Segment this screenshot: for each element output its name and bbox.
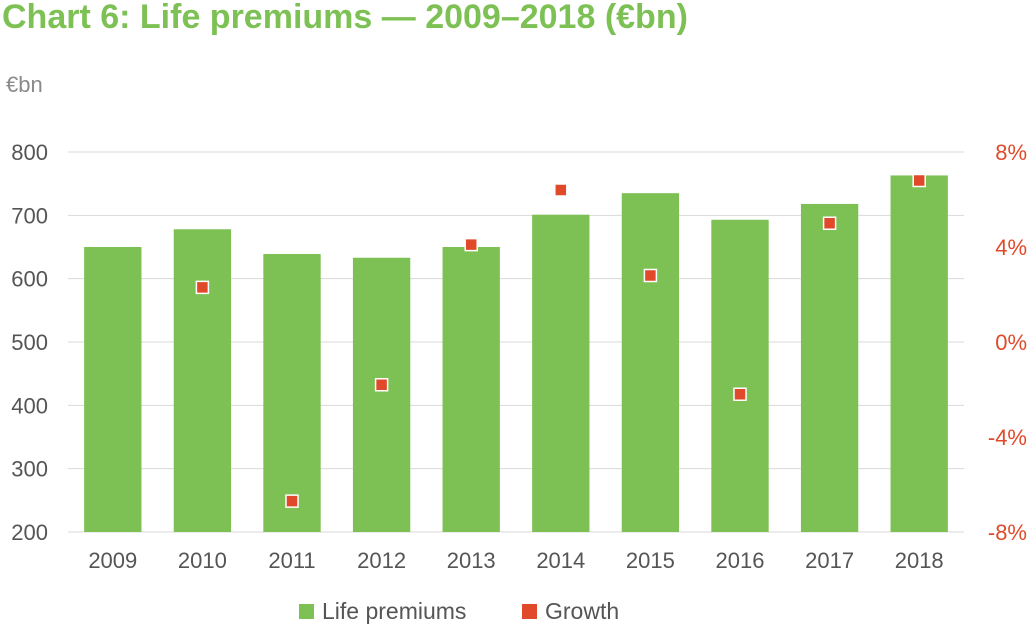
x-tick-label: 2015	[626, 548, 675, 573]
y-tick-label: 700	[11, 203, 48, 228]
y2-tick-label: -4%	[988, 425, 1027, 450]
bar	[890, 175, 948, 532]
bar	[84, 247, 142, 532]
growth-marker	[195, 280, 210, 295]
x-tick-label: 2018	[895, 548, 944, 573]
legend-item-life-premiums: Life premiums	[299, 598, 466, 625]
left-axis-ticks: 200 300 400 500 600 700 800	[11, 140, 48, 545]
bar	[263, 253, 321, 532]
y2-tick-label: -8%	[988, 520, 1027, 545]
legend-item-growth: Growth	[522, 598, 619, 625]
legend: Life premiums Growth	[0, 598, 1029, 634]
bar	[352, 257, 411, 532]
bar	[532, 214, 590, 532]
y-tick-label: 800	[11, 140, 48, 165]
y-tick-label: 200	[11, 520, 48, 545]
x-tick-label: 2016	[716, 548, 765, 573]
x-tick-label: 2012	[357, 548, 406, 573]
growth-marker	[733, 387, 747, 401]
legend-swatch-life-premiums	[299, 604, 314, 619]
x-axis-ticks: 2009 2010 2011 2012 2013 2014 2015 2016 2017 2018	[88, 548, 943, 573]
legend-label-life-premiums: Life premiums	[322, 598, 467, 624]
legend-swatch-growth	[522, 604, 537, 619]
x-tick-label: 2017	[805, 548, 854, 573]
legend-label-growth: Growth	[545, 598, 620, 624]
right-axis-ticks: -8% -4% 0% 4% 8%	[988, 140, 1027, 545]
y-tick-label: 300	[11, 457, 48, 482]
bar	[442, 247, 500, 532]
bar	[711, 219, 769, 532]
x-tick-label: 2013	[447, 548, 496, 573]
bar-series	[84, 175, 948, 532]
chart-title: Chart 6: Life premiums — 2009–2018 (€bn)	[2, 0, 688, 36]
y2-tick-label: 4%	[995, 235, 1027, 260]
growth-marker	[285, 494, 299, 508]
growth-series	[195, 173, 926, 508]
bar	[621, 193, 680, 532]
growth-marker	[374, 378, 389, 392]
x-tick-label: 2014	[536, 548, 585, 573]
y-tick-label: 400	[11, 393, 48, 418]
growth-marker	[643, 268, 658, 283]
y2-tick-label: 8%	[995, 140, 1027, 165]
y-axis-unit-label: €bn	[6, 72, 43, 97]
growth-marker	[464, 237, 478, 252]
y2-tick-label: 0%	[995, 330, 1027, 355]
y-tick-label: 500	[11, 330, 48, 355]
x-tick-label: 2010	[178, 548, 227, 573]
y-tick-label: 600	[11, 267, 48, 292]
growth-marker	[554, 183, 568, 197]
growth-marker	[912, 173, 926, 188]
growth-marker	[822, 216, 837, 230]
x-tick-label: 2011	[268, 548, 315, 573]
bar	[173, 229, 232, 532]
x-tick-label: 2009	[88, 548, 137, 573]
bar	[800, 203, 859, 532]
